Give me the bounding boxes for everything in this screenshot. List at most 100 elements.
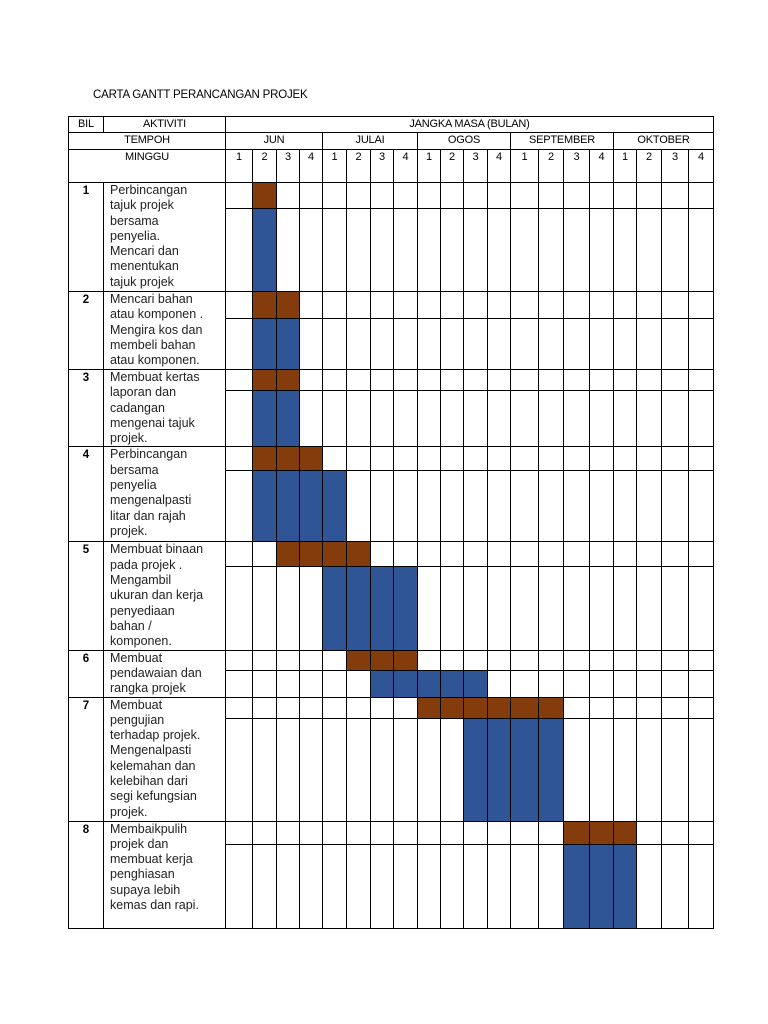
week-cell: [440, 541, 464, 567]
week-cell: [563, 470, 590, 543]
week-cell: [252, 843, 277, 929]
week-cell: [510, 669, 539, 698]
plan-bar-cell: [252, 446, 277, 472]
week-cell: [440, 446, 464, 472]
week-cell: [613, 208, 637, 292]
week-cell: [661, 565, 689, 651]
week-cell: [613, 669, 637, 698]
week-cell: [636, 446, 662, 472]
week-cell: [636, 696, 662, 719]
week-cell: [636, 649, 662, 671]
activity-text: Membaikpulih projek dan membuat kerja pe…: [103, 820, 226, 929]
week-cell: [370, 446, 394, 472]
week-cell: [510, 208, 539, 292]
week-cell: [487, 565, 511, 651]
actual-bar-cell: [276, 318, 300, 370]
activity-bil: 2: [68, 291, 104, 370]
week-cell: [538, 182, 564, 209]
activity-actual-row: [69, 843, 714, 929]
week-cell: [661, 318, 689, 370]
week-cell: [688, 368, 714, 392]
plan-bar-cell: [276, 291, 300, 319]
week-cell: [393, 696, 418, 719]
week-header: 3: [463, 149, 488, 183]
week-cell: [463, 182, 488, 209]
activity-text: Mencari bahan atau komponen . Mengira ko…: [103, 291, 226, 370]
week-cell: [393, 182, 418, 209]
week-cell: [417, 208, 441, 292]
week-cell: [563, 446, 590, 472]
week-cell: [589, 291, 614, 319]
week-cell: [370, 390, 394, 448]
week-cell: [661, 182, 689, 209]
gantt-table: BIL AKTIVITI JANGKA MASA (BULAN) TEMPOH JUN J…: [68, 116, 714, 929]
week-cell: [661, 541, 689, 567]
plan-bar-cell: [563, 820, 590, 845]
week-cell: [487, 291, 511, 319]
actual-bar-cell: [299, 470, 323, 543]
week-header: 3: [563, 149, 590, 183]
week-cell: [322, 291, 347, 319]
week-cell: [225, 649, 253, 671]
week-cell: [417, 565, 441, 651]
week-cell: [440, 717, 464, 822]
plan-bar-cell: [487, 696, 511, 719]
header-minggu: MINGGU: [68, 149, 226, 183]
week-header: 3: [276, 149, 300, 183]
activity-plan-row: 3 Membuat kertas laporan dan cadangan men…: [68, 368, 714, 448]
activity-bil: 1: [68, 182, 104, 292]
week-cell: [370, 291, 394, 319]
week-header: 2: [538, 149, 564, 183]
activity-plan-row: 8 Membaikpulih projek dan membuat kerja p…: [68, 820, 714, 929]
activity-plan-row: 5 Membuat binaan pada projek . Mengambil …: [68, 541, 714, 651]
week-cell: [346, 368, 371, 392]
week-cell: [538, 541, 564, 567]
week-cell: [613, 717, 637, 822]
week-cell: [393, 208, 418, 292]
actual-bar-cell: [393, 669, 418, 698]
week-cell: [661, 649, 689, 671]
week-cell: [463, 565, 488, 651]
week-cell: [487, 318, 511, 370]
week-cell: [463, 291, 488, 319]
week-cell: [563, 318, 590, 370]
month-header: JULAI: [322, 132, 418, 150]
week-cell: [440, 318, 464, 370]
week-cell: [440, 390, 464, 448]
week-cell: [370, 717, 394, 822]
week-cell: [463, 208, 488, 292]
actual-bar-cell: [393, 565, 418, 651]
activity-bil: 6: [68, 649, 104, 698]
actual-bar-cell: [276, 390, 300, 448]
plan-bar-cell: [346, 649, 371, 671]
week-cell: [613, 318, 637, 370]
week-cell: [299, 318, 323, 370]
week-cell: [688, 208, 714, 292]
week-header: 2: [636, 149, 662, 183]
week-cell: [538, 368, 564, 392]
plan-bar-cell: [589, 820, 614, 845]
page-title: CARTA GANTT PERANCANGAN PROJEK: [93, 89, 308, 101]
week-cell: [661, 820, 689, 845]
week-cell: [299, 565, 323, 651]
week-cell: [563, 565, 590, 651]
week-cell: [613, 368, 637, 392]
week-cell: [589, 696, 614, 719]
week-cell: [463, 843, 488, 929]
week-cell: [613, 541, 637, 567]
week-cell: [463, 368, 488, 392]
plan-bar-cell: [252, 182, 277, 209]
week-header: 4: [487, 149, 511, 183]
activity-plan-row: 2 Mencari bahan atau komponen . Mengira k…: [68, 291, 714, 370]
actual-bar-cell: [322, 470, 347, 543]
week-cell: [613, 649, 637, 671]
week-cell: [661, 470, 689, 543]
week-cell: [370, 182, 394, 209]
week-cell: [589, 182, 614, 209]
week-cell: [589, 669, 614, 698]
week-cell: [440, 820, 464, 845]
week-cell: [661, 368, 689, 392]
week-cell: [589, 208, 614, 292]
week-cell: [688, 820, 714, 845]
actual-bar-cell: [252, 470, 277, 543]
